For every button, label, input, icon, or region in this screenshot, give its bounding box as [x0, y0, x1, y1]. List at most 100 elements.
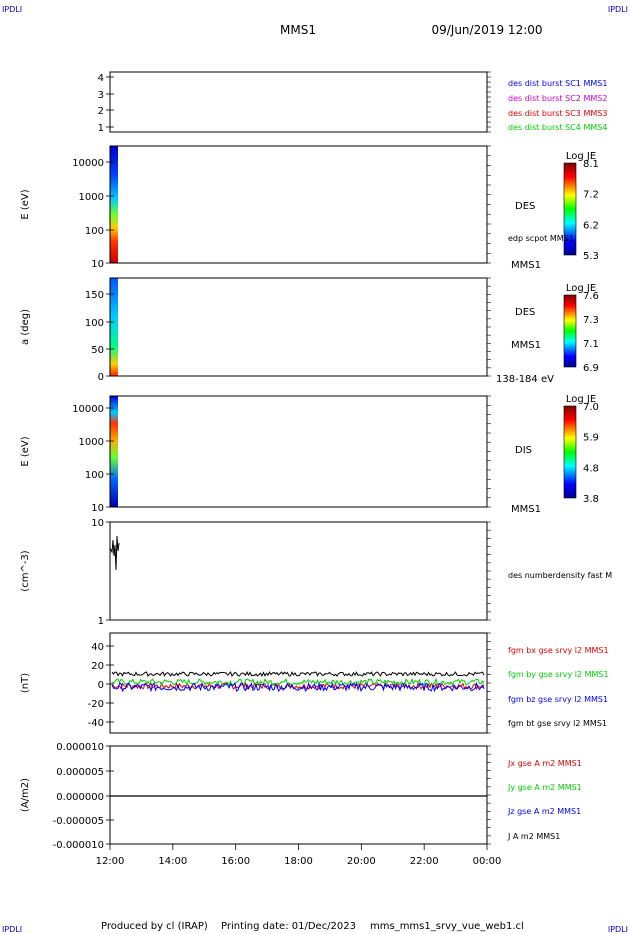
corner-label-top-right: IPDLI	[608, 5, 628, 14]
legend-entry: des dist burst SC3 MMS3	[508, 109, 607, 118]
y-tick-label: -40	[88, 718, 104, 729]
fgm-series-line	[111, 681, 485, 693]
legend-entry: des dist burst SC4 MMS4	[508, 123, 607, 132]
colorbar-tick-label: 5.9	[583, 433, 599, 444]
colorbar-tick-label: 6.9	[583, 363, 599, 374]
colorbar-des-pitch	[563, 294, 577, 368]
colorbar-des-energy	[563, 162, 577, 256]
x-tick-label: 12:00	[96, 856, 125, 867]
legend-entry: fgm bt gse srvy l2 MMS1	[508, 719, 607, 728]
y-tick-label: 0	[98, 372, 104, 383]
density-line	[109, 535, 120, 571]
y-tick-label: 50	[91, 345, 104, 356]
y-axis-label: E (eV)	[20, 189, 31, 219]
x-tick-label: 22:00	[410, 856, 439, 867]
y-tick-label: 4	[98, 73, 104, 84]
y-tick-label: 10000	[72, 158, 104, 169]
colorbar-tick-label: 7.6	[583, 291, 599, 302]
colorbar-tick-label: 7.2	[583, 190, 599, 201]
des-energy-spectrogram	[110, 146, 118, 263]
y-tick-label: 1	[98, 616, 104, 627]
footer-filename: mms_mms1_srvy_vue_web1.cl	[370, 921, 524, 932]
colorbar-dis-energy	[563, 405, 577, 499]
y-tick-label: -0.000005	[53, 816, 104, 827]
legend-entry: J A m2 MMS1	[507, 832, 560, 841]
y-tick-label: 100	[85, 470, 104, 481]
x-tick-label: 00:00	[473, 856, 502, 867]
des-pitch-spectrogram	[110, 278, 118, 376]
y-tick-label: 0.000005	[56, 767, 104, 778]
bottom-right-label: MMS1	[511, 504, 541, 515]
y-axis-label: (nT)	[20, 673, 31, 693]
bottom-right-label: 138-184 eV	[496, 374, 554, 385]
y-tick-label: 0.000010	[56, 742, 104, 753]
y-tick-label: 1	[98, 123, 104, 134]
y-tick-label: 10000	[72, 404, 104, 415]
colorbar-tick-label: 6.2	[583, 220, 599, 231]
side-label: DES	[515, 201, 535, 212]
side-label: DES	[515, 307, 535, 318]
legend-entry: fgm bx gse srvy l2 MMS1	[508, 646, 609, 655]
panel-frame-burst	[109, 71, 488, 133]
y-tick-label: 3	[98, 90, 104, 101]
panel-frame-des-energy	[109, 145, 488, 264]
footer-produced-by: Produced by cl (IRAP)	[101, 921, 208, 932]
y-tick-label: 10	[91, 518, 104, 529]
panel-frame-dis-energy	[109, 395, 488, 508]
side-label: DIS	[515, 445, 532, 456]
y-tick-label: 100	[85, 226, 104, 237]
colorbar-title: Log JE	[566, 151, 596, 162]
y-tick-label: 10	[91, 503, 104, 514]
footer-printing-date: Printing date: 01/Dec/2023	[221, 921, 356, 932]
y-axis-label: (A/m2)	[20, 778, 31, 812]
y-tick-label: 150	[85, 290, 104, 301]
side-label-secondary: MMS1	[511, 340, 541, 351]
corner-label-top-left: IPDLI	[2, 5, 22, 14]
legend-entry: fgm by gse srvy l2 MMS1	[508, 670, 609, 679]
y-axis-label: a (deg)	[20, 309, 31, 345]
legend-entry: Jy gse A m2 MMS1	[507, 783, 582, 792]
y-tick-label: -20	[88, 699, 104, 710]
colorbar-title: Log JE	[566, 394, 596, 405]
y-tick-label: 2	[98, 106, 104, 117]
x-tick-label: 20:00	[347, 856, 376, 867]
panel-frame-current	[109, 745, 488, 845]
y-tick-label: 1000	[79, 437, 104, 448]
colorbar-title: Log JE	[566, 283, 596, 294]
colorbar-tick-label: 7.3	[583, 315, 599, 326]
spacecraft-title: MMS1	[280, 23, 316, 37]
y-tick-label: 0	[98, 680, 104, 691]
colorbar-tick-label: 8.1	[583, 159, 599, 170]
y-axis-label: E (eV)	[20, 436, 31, 466]
dis-energy-spectrogram	[110, 396, 118, 507]
colorbar-tick-label: 3.8	[583, 494, 599, 505]
y-tick-label: 0.000000	[56, 792, 104, 803]
legend-entry: des numberdensity fast M	[508, 571, 612, 580]
y-tick-label: 10	[91, 259, 104, 270]
bottom-right-label: MMS1	[511, 260, 541, 271]
colorbar-tick-label: 7.1	[583, 339, 599, 350]
colorbar-tick-label: 5.3	[583, 251, 599, 262]
legend-entry: Jx gse A m2 MMS1	[507, 759, 582, 768]
x-tick-label: 14:00	[158, 856, 187, 867]
y-tick-label: 1000	[79, 192, 104, 203]
corner-label-bottom-left: IPDLI	[2, 925, 22, 934]
legend-entry: des dist burst SC2 MMS2	[508, 94, 607, 103]
legend-entry: des dist burst SC1 MMS1	[508, 79, 607, 88]
colorbar-tick-label: 4.8	[583, 463, 599, 474]
y-tick-label: 100	[85, 318, 104, 329]
colorbar-tick-label: 7.0	[583, 402, 599, 413]
legend-entry: fgm bz gse srvy l2 MMS1	[508, 695, 608, 704]
datetime-title: 09/Jun/2019 12:00	[431, 23, 542, 37]
x-tick-label: 18:00	[284, 856, 313, 867]
corner-label-bottom-right: IPDLI	[608, 925, 628, 934]
panel-frame-density	[109, 521, 488, 621]
y-axis-label: (cm^-3)	[20, 550, 31, 591]
fgm-series-line	[111, 670, 485, 678]
x-tick-label: 16:00	[221, 856, 250, 867]
legend-entry: Jz gse A m2 MMS1	[507, 807, 581, 816]
y-tick-label: 40	[91, 642, 104, 653]
panel-frame-des-pitch	[109, 277, 488, 377]
y-tick-label: -0.000010	[53, 840, 104, 851]
